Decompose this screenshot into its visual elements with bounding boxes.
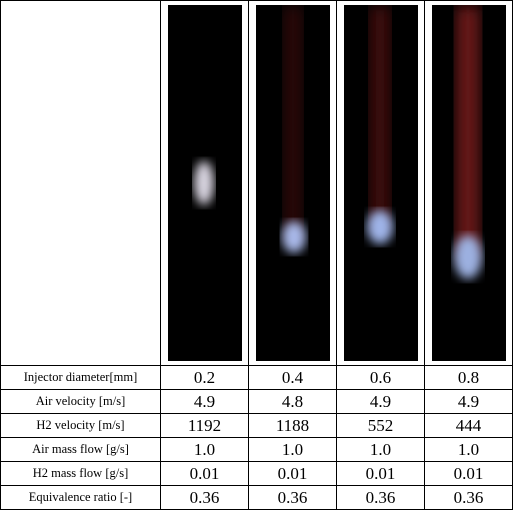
cell-value: 1.0 <box>336 437 425 462</box>
table-row: Injector diameter[mm] 0.2 0.4 0.6 0.8 <box>0 365 513 390</box>
cell-value: 0.36 <box>160 485 249 510</box>
cell-value: 1.0 <box>424 437 513 462</box>
row-label: Air velocity [m/s] <box>0 389 161 414</box>
flame-image-cell <box>424 0 513 366</box>
empty-cell <box>0 0 161 366</box>
cell-value: 444 <box>424 413 513 438</box>
flame-image <box>255 5 330 361</box>
cell-value: 1.0 <box>248 437 337 462</box>
cell-value: 0.36 <box>248 485 337 510</box>
cell-value: 0.4 <box>248 365 337 390</box>
image-row <box>0 0 513 366</box>
cell-value: 1192 <box>160 413 249 438</box>
cell-value: 0.36 <box>424 485 513 510</box>
table-row: H2 mass flow [g/s] 0.01 0.01 0.01 0.01 <box>0 461 513 486</box>
flame-image <box>167 5 242 361</box>
table-row: H2 velocity [m/s] 1192 1188 552 444 <box>0 413 513 438</box>
cell-value: 0.01 <box>160 461 249 486</box>
row-label: Injector diameter[mm] <box>0 365 161 390</box>
cell-value: 0.01 <box>336 461 425 486</box>
cell-value: 4.9 <box>424 389 513 414</box>
cell-value: 4.9 <box>336 389 425 414</box>
table-row: Equivalence ratio [-] 0.36 0.36 0.36 0.36 <box>0 485 513 510</box>
table-row: Air mass flow [g/s] 1.0 1.0 1.0 1.0 <box>0 437 513 462</box>
row-label: Air mass flow [g/s] <box>0 437 161 462</box>
row-label: Equivalence ratio [-] <box>0 485 161 510</box>
cell-value: 1188 <box>248 413 337 438</box>
row-label: H2 velocity [m/s] <box>0 413 161 438</box>
cell-value: 0.8 <box>424 365 513 390</box>
cell-value: 0.36 <box>336 485 425 510</box>
flame-image-cell <box>336 0 425 366</box>
cell-value: 0.6 <box>336 365 425 390</box>
flame-image-cell <box>160 0 249 366</box>
flame-image-cell <box>248 0 337 366</box>
cell-value: 552 <box>336 413 425 438</box>
cell-value: 0.01 <box>248 461 337 486</box>
cell-value: 0.01 <box>424 461 513 486</box>
flame-image <box>343 5 418 361</box>
row-label: H2 mass flow [g/s] <box>0 461 161 486</box>
table-row: Air velocity [m/s] 4.9 4.8 4.9 4.9 <box>0 389 513 414</box>
cell-value: 4.8 <box>248 389 337 414</box>
cell-value: 0.2 <box>160 365 249 390</box>
flame-image <box>431 5 506 361</box>
cell-value: 4.9 <box>160 389 249 414</box>
cell-value: 1.0 <box>160 437 249 462</box>
